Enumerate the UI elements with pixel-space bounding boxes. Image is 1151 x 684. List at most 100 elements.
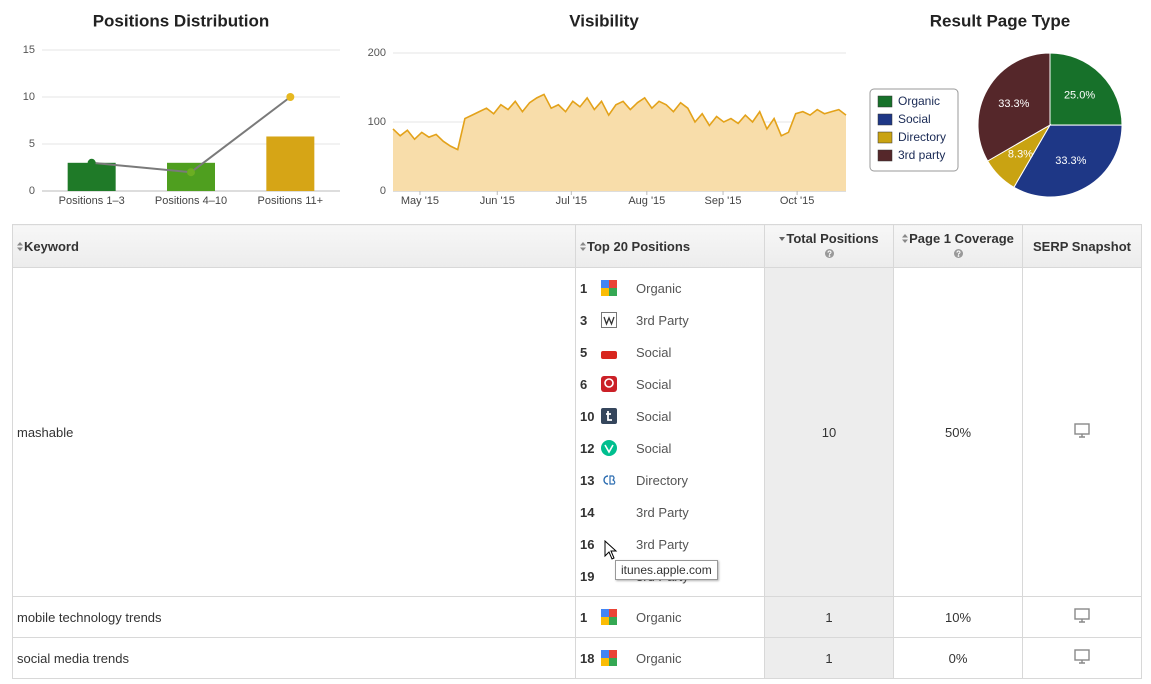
keyword: social media trends bbox=[12, 637, 576, 679]
y-tick-label: 0 bbox=[29, 185, 35, 197]
sort-icon[interactable] bbox=[17, 241, 24, 251]
cursor bbox=[604, 540, 618, 560]
position-item: 1 Organic bbox=[580, 272, 760, 304]
serp-cell bbox=[1022, 637, 1142, 679]
line-marker bbox=[87, 158, 96, 167]
site-icon[interactable] bbox=[600, 439, 618, 457]
keyword-table: Keyword Top 20 Positions Total Positions Pa… bbox=[12, 224, 1142, 679]
result-type: 3rd Party bbox=[636, 504, 689, 520]
position-item: 5 Social bbox=[580, 336, 760, 368]
site-icon[interactable] bbox=[600, 503, 618, 521]
pie-slice bbox=[1013, 124, 1123, 198]
position-item: 6 Social bbox=[580, 368, 760, 400]
line-marker bbox=[187, 168, 195, 177]
positions-cell: 1 Organic bbox=[575, 596, 765, 638]
position-item: 1 Organic bbox=[580, 601, 760, 633]
site-icon[interactable] bbox=[600, 608, 618, 626]
x-tick-label: Positions 4–10 bbox=[155, 195, 227, 207]
chart-title: Visibility bbox=[569, 11, 639, 30]
position-item: 10 Social bbox=[580, 400, 760, 432]
legend-swatch bbox=[877, 131, 893, 144]
header-label: Page 1 Coverage bbox=[909, 231, 1014, 246]
serp-snapshot-icon[interactable] bbox=[1074, 608, 1090, 623]
bar bbox=[266, 136, 315, 191]
rank: 10 bbox=[580, 408, 595, 424]
rank: 1 bbox=[580, 609, 588, 625]
chart-title: Result Page Type bbox=[930, 11, 1070, 30]
site-icon[interactable] bbox=[600, 649, 618, 667]
site-icon[interactable] bbox=[600, 407, 618, 425]
serp-snapshot-icon[interactable] bbox=[1074, 649, 1090, 664]
sort-icon[interactable] bbox=[580, 241, 587, 251]
x-tick-label: Positions 1–3 bbox=[59, 195, 125, 207]
page1-coverage: 0% bbox=[893, 637, 1023, 679]
x-tick-label: Positions 11+ bbox=[258, 195, 324, 207]
position-item: 3 3rd Party bbox=[580, 304, 760, 336]
y-tick-label: 0 bbox=[380, 185, 386, 197]
table-row: social media trends 18 Organic 1 0% bbox=[12, 637, 1142, 679]
sort-icon[interactable] bbox=[779, 234, 786, 243]
pie-slice bbox=[977, 52, 1051, 162]
site-icon[interactable] bbox=[600, 343, 618, 361]
page1-coverage: 10% bbox=[893, 596, 1023, 638]
charts: Positions Distribution 0 5 10 15 Positions 1–… bbox=[23, 11, 1123, 207]
area bbox=[393, 94, 846, 191]
column-header[interactable]: Page 1 Coverage bbox=[893, 224, 1023, 268]
legend-label: Organic bbox=[898, 94, 940, 108]
rank: 5 bbox=[580, 344, 588, 360]
line bbox=[91, 96, 291, 174]
site-icon[interactable] bbox=[600, 375, 618, 393]
rank: 12 bbox=[580, 440, 595, 456]
legend-label: Directory bbox=[898, 130, 946, 144]
result-type: Directory bbox=[636, 472, 689, 488]
rank: 18 bbox=[580, 650, 595, 666]
sort-icon[interactable] bbox=[902, 234, 909, 243]
site-icon[interactable] bbox=[600, 471, 618, 489]
y-tick-label: 10 bbox=[23, 91, 35, 103]
position-item: 18 Organic bbox=[580, 642, 760, 674]
result-type: Organic bbox=[636, 609, 682, 625]
y-tick-label: 15 bbox=[23, 44, 35, 56]
column-header[interactable]: Total Positions bbox=[764, 224, 894, 268]
rank: 19 bbox=[580, 568, 595, 584]
bar bbox=[67, 162, 116, 191]
keyword: mashable bbox=[12, 267, 576, 597]
rank: 1 bbox=[580, 280, 588, 296]
serp-snapshot-icon[interactable] bbox=[1074, 423, 1090, 438]
result-type: Social bbox=[636, 376, 672, 392]
x-tick-label: Oct '15 bbox=[780, 195, 815, 207]
y-tick-label: 100 bbox=[368, 116, 386, 128]
position-item: 14 3rd Party bbox=[580, 496, 760, 528]
bar bbox=[167, 162, 215, 191]
help-icon[interactable] bbox=[953, 249, 963, 258]
rank: 6 bbox=[580, 376, 588, 392]
x-tick-label: Sep '15 bbox=[705, 195, 742, 207]
site-icon[interactable] bbox=[600, 311, 618, 329]
slice-label: 25.0% bbox=[1064, 89, 1095, 101]
result-type: Organic bbox=[636, 280, 682, 296]
positions-cell: 18 Organic bbox=[575, 637, 765, 679]
column-header[interactable]: Keyword bbox=[12, 224, 576, 268]
help bbox=[898, 246, 1018, 261]
total-positions: 1 bbox=[764, 637, 894, 679]
x-tick-label: Aug '15 bbox=[628, 195, 665, 207]
rank: 3 bbox=[580, 312, 588, 328]
header-label: SERP Snapshot bbox=[1032, 238, 1131, 254]
legend-swatch bbox=[877, 113, 893, 126]
column-header[interactable]: Top 20 Positions bbox=[575, 224, 765, 268]
slice-label: 8.3% bbox=[1008, 148, 1033, 160]
total-positions: 10 bbox=[764, 267, 894, 597]
header-label: Top 20 Positions bbox=[587, 238, 691, 254]
page1-coverage: 50% bbox=[893, 267, 1023, 597]
site-icon[interactable] bbox=[600, 279, 618, 297]
serp-cell bbox=[1022, 267, 1142, 597]
result-type: Organic bbox=[636, 650, 682, 666]
help-icon[interactable] bbox=[824, 249, 834, 258]
slice-label: 33.3% bbox=[1055, 155, 1086, 167]
rank: 13 bbox=[580, 472, 595, 488]
legend-label: Social bbox=[898, 112, 931, 126]
legend-label: 3rd party bbox=[898, 148, 945, 162]
header-row: Keyword Top 20 Positions Total Positions Pa… bbox=[12, 224, 1142, 268]
header-label: Keyword bbox=[24, 238, 79, 254]
